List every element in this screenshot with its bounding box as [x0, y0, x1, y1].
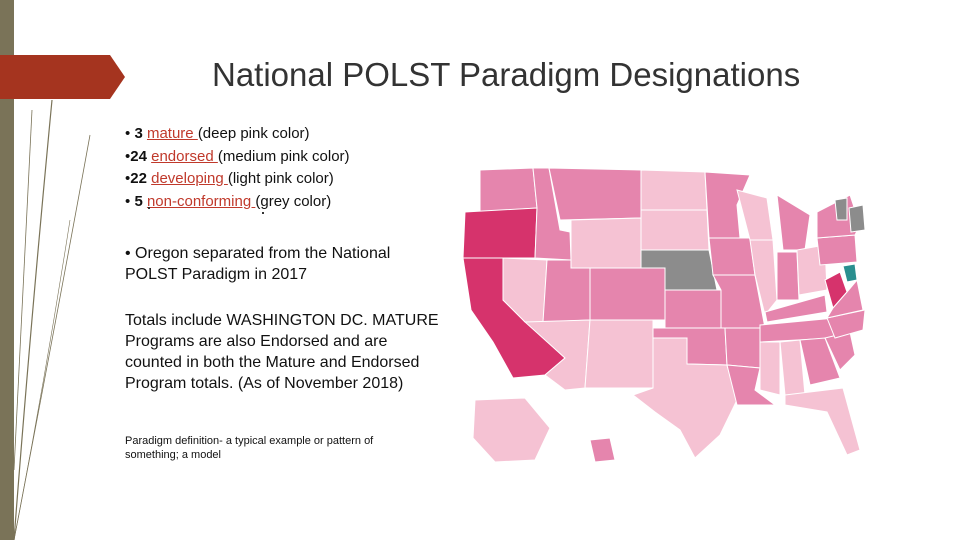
state-virginia	[825, 278, 864, 319]
state-iowa	[708, 237, 756, 276]
endorsed-link[interactable]: endorsed	[151, 147, 218, 165]
state-wisconsin	[736, 189, 774, 241]
state-florida	[784, 387, 861, 456]
state-colorado	[589, 267, 666, 321]
state-mississippi	[759, 341, 781, 396]
left-decorative-bar	[0, 0, 14, 540]
body-text: • 3 mature (deep pink color) •24 endorse…	[125, 123, 445, 462]
state-maryland	[842, 263, 858, 283]
state-georgia	[799, 337, 841, 386]
state-new-england	[848, 204, 865, 233]
definition-note: Paradigm definition- a typical example o…	[125, 435, 374, 461]
state-alaska	[472, 397, 551, 463]
decorative-lines	[13, 99, 91, 540]
state-kentucky	[764, 294, 828, 323]
state-new-mexico	[584, 319, 654, 389]
state-utah	[542, 259, 591, 323]
bullet-mature: • 3 mature (deep pink color)	[125, 125, 310, 142]
developing-link[interactable]: developing	[151, 170, 228, 187]
state-pennsylvania	[816, 234, 858, 266]
state-kansas	[664, 289, 722, 329]
bullet-non-conforming: • 5 non-conforming (grey color)	[125, 192, 332, 210]
state-minnesota	[704, 171, 751, 239]
us-polst-map	[462, 167, 865, 463]
bullet-developing: •22 developing (light pink color)	[125, 170, 334, 187]
state-texas	[631, 337, 738, 459]
mature-link[interactable]: mature	[146, 125, 198, 142]
totals-note: Totals include WASHINGTON DC. MATURE Pro…	[125, 312, 439, 392]
oregon-note: • Oregon separated from the National POL…	[125, 245, 391, 283]
stray-dot	[262, 212, 264, 214]
bullet-endorsed: •24 endorsed (medium pink color)	[125, 147, 350, 165]
state-south-dakota	[640, 209, 710, 251]
state-hawaii	[589, 437, 616, 463]
designation-bullets: • 3 mature (deep pink color) •24 endorse…	[125, 123, 445, 213]
state-michigan	[776, 194, 811, 251]
state-wyoming	[570, 217, 642, 269]
state-montana	[548, 167, 642, 221]
title-accent-arrow	[0, 55, 125, 99]
state-washington	[479, 167, 538, 213]
stray-dot	[148, 207, 150, 209]
non-conforming-link[interactable]: non-conforming	[146, 192, 256, 210]
state-oregon	[462, 207, 538, 259]
slide-title: National POLST Paradigm Designations	[212, 56, 801, 93]
state-alabama	[779, 339, 806, 396]
state-north-dakota	[640, 169, 708, 211]
state-illinois	[749, 239, 778, 317]
state-vermont	[834, 197, 848, 221]
state-louisiana	[726, 364, 777, 406]
state-indiana	[776, 251, 800, 301]
state-arkansas	[724, 327, 766, 369]
